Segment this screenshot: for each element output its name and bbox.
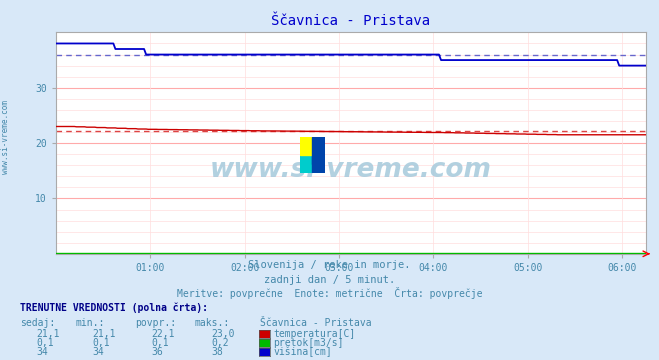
Text: zadnji dan / 5 minut.: zadnji dan / 5 minut. [264, 275, 395, 285]
Text: 0,2: 0,2 [211, 338, 229, 348]
Text: 38: 38 [211, 347, 223, 357]
Text: pretok[m3/s]: pretok[m3/s] [273, 338, 344, 348]
Bar [300, 137, 312, 155]
Bar [300, 137, 312, 173]
Text: 21,1: 21,1 [92, 329, 116, 339]
Bar [312, 137, 325, 173]
Text: Meritve: povprečne  Enote: metrične  Črta: povprečje: Meritve: povprečne Enote: metrične Črta:… [177, 287, 482, 299]
Bar [312, 137, 325, 164]
Text: 0,1: 0,1 [36, 338, 54, 348]
Text: povpr.:: povpr.: [135, 318, 176, 328]
Text: temperatura[C]: temperatura[C] [273, 329, 356, 339]
Title: Ščavnica - Pristava: Ščavnica - Pristava [272, 14, 430, 28]
Text: maks.:: maks.: [194, 318, 229, 328]
Text: www.si-vreme.com: www.si-vreme.com [210, 157, 492, 183]
Text: 22,1: 22,1 [152, 329, 175, 339]
Text: Slovenija / reke in morje.: Slovenija / reke in morje. [248, 260, 411, 270]
Text: 21,1: 21,1 [36, 329, 60, 339]
Text: 23,0: 23,0 [211, 329, 235, 339]
Text: višina[cm]: višina[cm] [273, 346, 332, 357]
Text: TRENUTNE VREDNOSTI (polna črta):: TRENUTNE VREDNOSTI (polna črta): [20, 303, 208, 314]
Text: www.si-vreme.com: www.si-vreme.com [1, 100, 10, 174]
Text: 36: 36 [152, 347, 163, 357]
Text: 0,1: 0,1 [92, 338, 110, 348]
Text: 0,1: 0,1 [152, 338, 169, 348]
Text: sedaj:: sedaj: [20, 318, 55, 328]
Text: min.:: min.: [76, 318, 105, 328]
Text: Ščavnica - Pristava: Ščavnica - Pristava [260, 318, 372, 328]
Text: 34: 34 [92, 347, 104, 357]
Text: 34: 34 [36, 347, 48, 357]
